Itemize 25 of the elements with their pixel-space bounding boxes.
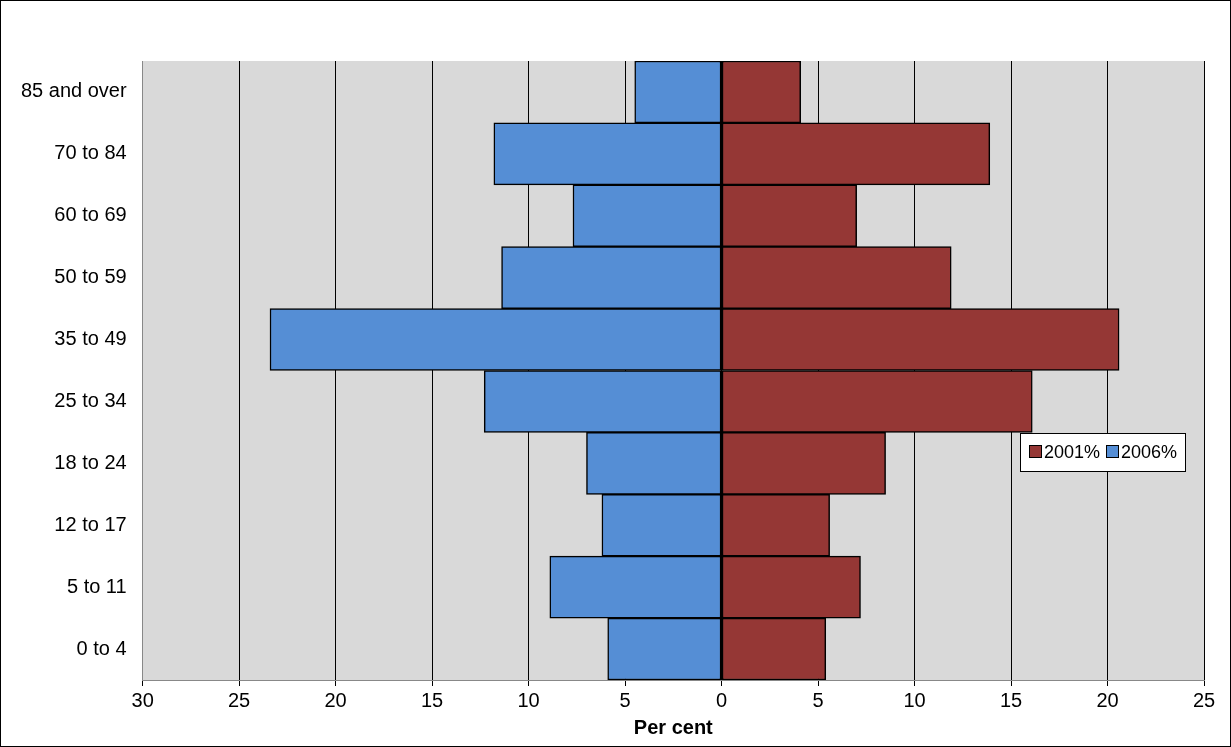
x-axis-title: Per cent [633, 715, 714, 738]
x-tick-label: 10 [903, 688, 926, 711]
legend-label: 2006% [1119, 441, 1177, 463]
y-tick-label: 18 to 24 [54, 450, 127, 473]
y-tick-label: 70 to 84 [54, 141, 127, 164]
y-tick-label: 25 to 34 [54, 388, 127, 411]
y-tick-label: 5 to 11 [66, 574, 127, 597]
x-tick-label: 25 [228, 688, 251, 711]
x-tick-label: 10 [517, 688, 540, 711]
y-tick-label: 35 to 49 [54, 327, 127, 350]
x-tick-label: 30 [131, 688, 154, 711]
x-tick-label: 20 [324, 688, 347, 711]
y-tick-label: 12 to 17 [54, 512, 127, 535]
y-tick-label: 50 to 59 [54, 265, 127, 288]
x-tick-label: 25 [1192, 688, 1216, 711]
x-tick-label: 20 [1096, 688, 1119, 711]
x-tick-label: 0 [716, 688, 728, 711]
y-tick-label: 0 to 4 [76, 636, 127, 659]
y-tick-label: 85 and over [20, 79, 127, 102]
y-tick-label: 60 to 69 [54, 203, 127, 226]
x-tick-label: 15 [420, 688, 444, 711]
x-tick-label: 5 [619, 688, 631, 711]
legend-label: 2001% [1042, 441, 1100, 463]
x-tick-label: 15 [999, 688, 1023, 711]
x-tick-label: 5 [812, 688, 824, 711]
